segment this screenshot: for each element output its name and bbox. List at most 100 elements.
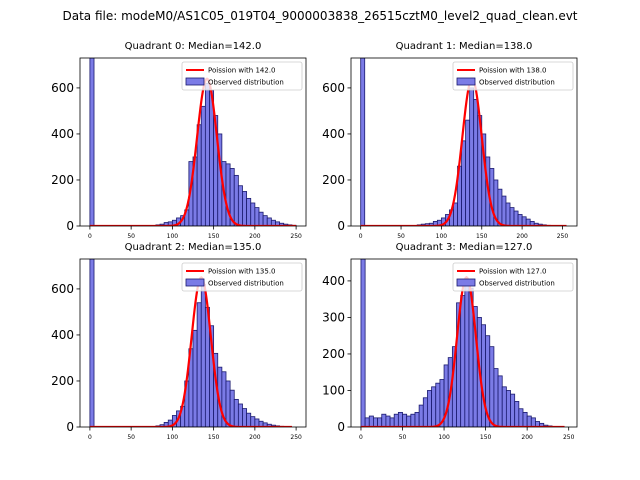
histogram-bar <box>192 329 198 427</box>
histogram-bar <box>497 375 503 427</box>
histogram-bar <box>262 215 268 226</box>
histogram-bar <box>254 418 260 427</box>
histogram-bar <box>530 417 536 427</box>
histogram-bar <box>521 216 527 226</box>
histogram-bar <box>373 417 378 427</box>
histogram-bar <box>453 202 458 226</box>
histogram-bar <box>422 397 428 427</box>
legend-box <box>181 262 303 292</box>
legend-bar-label: Observed distribution <box>208 79 284 87</box>
poisson-fit-line <box>89 276 292 427</box>
legend-box <box>181 61 303 91</box>
x-tick-label: 150 <box>208 233 220 240</box>
x-tick-label: 50 <box>397 233 405 240</box>
histogram-bar <box>389 417 395 427</box>
y-tick-label: 0 <box>66 219 74 233</box>
histogram-bar <box>461 140 467 226</box>
x-tick-label: 0 <box>359 233 363 240</box>
histogram-bar <box>196 302 202 427</box>
x-tick-label: 0 <box>88 233 92 240</box>
legend: Poission with 127.0 Observed distribution <box>452 262 574 292</box>
histogram-bar <box>418 404 424 427</box>
legend-line-label: Poission with 138.0 <box>479 67 547 75</box>
histogram-bar <box>258 211 264 226</box>
x-tick-label: 200 <box>249 434 261 441</box>
histogram-bar <box>364 417 370 427</box>
y-tick-label: 200 <box>51 374 74 388</box>
x-tick-label: 50 <box>399 434 407 441</box>
axes-frame <box>350 258 578 428</box>
subplot-title: Quadrant 1: Median=138.0 <box>396 41 533 52</box>
histogram-bar <box>505 202 511 226</box>
x-tick-label: 50 <box>127 233 135 240</box>
y-tick-label: 400 <box>322 274 345 288</box>
y-tick-label: 200 <box>322 173 345 187</box>
legend-bar-swatch <box>456 278 476 287</box>
histogram-bar <box>237 403 243 427</box>
histogram-bar <box>517 214 523 226</box>
histogram-bar <box>229 389 235 427</box>
histogram-bar <box>385 415 391 427</box>
y-tick-label: 100 <box>322 383 345 397</box>
histogram-bar <box>469 87 475 226</box>
histogram-bar <box>410 413 416 427</box>
y-tick-label: 0 <box>337 219 345 233</box>
x-tick-label: 100 <box>167 233 179 240</box>
plot-area <box>360 259 565 427</box>
histogram-bar <box>242 191 248 226</box>
legend-bar-label: Observed distribution <box>479 280 555 288</box>
histogram-bar <box>200 105 206 226</box>
x-tick-label: 150 <box>208 434 220 441</box>
y-tick-label: 400 <box>322 127 345 141</box>
histogram-bar <box>435 382 441 427</box>
histogram-bar <box>250 416 256 427</box>
histogram-bar <box>368 415 374 427</box>
legend: Poission with 135.0 Observed distribution <box>181 262 303 292</box>
histogram-bar <box>526 415 532 427</box>
histogram-bar <box>233 398 239 427</box>
x-tick-label: 150 <box>480 434 492 441</box>
x-tick-label: 200 <box>249 233 261 240</box>
subplot-title: Quadrant 2: Median=135.0 <box>125 242 262 253</box>
histogram-bar <box>509 207 515 226</box>
histogram-bar <box>89 58 95 226</box>
histogram-bar <box>254 207 260 226</box>
subplot-quadrant-3: Quadrant 3: Median=127.0 0 50 100 150 200 250 0… <box>322 242 578 441</box>
histogram-bar <box>233 174 239 226</box>
legend-bar-swatch <box>185 77 205 86</box>
legend-bar-swatch <box>456 77 476 86</box>
histogram-bar <box>464 280 470 427</box>
histogram-bar <box>489 346 495 427</box>
poisson-fit-line <box>360 77 567 226</box>
figure-suptitle: Data file: modeM0/AS1C05_019T04_90000038… <box>62 9 577 23</box>
subplot-title: Quadrant 3: Median=127.0 <box>396 242 533 253</box>
histogram-bar <box>514 401 520 427</box>
histogram-bar <box>360 58 366 226</box>
y-tick-label: 200 <box>322 347 345 361</box>
subplot-title: Quadrant 0: Median=142.0 <box>125 41 262 52</box>
x-tick-label: 200 <box>521 434 533 441</box>
x-tick-label: 100 <box>167 434 179 441</box>
y-tick-label: 600 <box>322 81 345 95</box>
x-tick-label: 250 <box>557 233 569 240</box>
histogram-bar <box>431 386 437 427</box>
y-tick-label: 600 <box>51 282 74 296</box>
histogram-bar <box>493 368 499 427</box>
histogram-bar <box>397 411 403 427</box>
subplot-quadrant-2: Quadrant 2: Median=135.0 0 50 100 150 200 250 0… <box>51 242 307 441</box>
histogram-bar <box>225 380 231 427</box>
legend: Poission with 142.0 Observed distribution <box>181 61 303 91</box>
histogram-bar <box>510 393 516 427</box>
plot-area <box>89 58 297 226</box>
axes-frame <box>350 57 578 227</box>
legend-bar-label: Observed distribution <box>479 79 555 87</box>
histogram-bar <box>381 413 387 427</box>
histogram-bar <box>393 413 399 427</box>
histogram-bar <box>89 259 95 427</box>
legend-line-label: Poission with 142.0 <box>208 67 276 75</box>
x-tick-label: 150 <box>476 233 488 240</box>
x-tick-label: 250 <box>290 233 302 240</box>
plot-area <box>360 58 567 226</box>
histogram-bar <box>377 417 383 427</box>
